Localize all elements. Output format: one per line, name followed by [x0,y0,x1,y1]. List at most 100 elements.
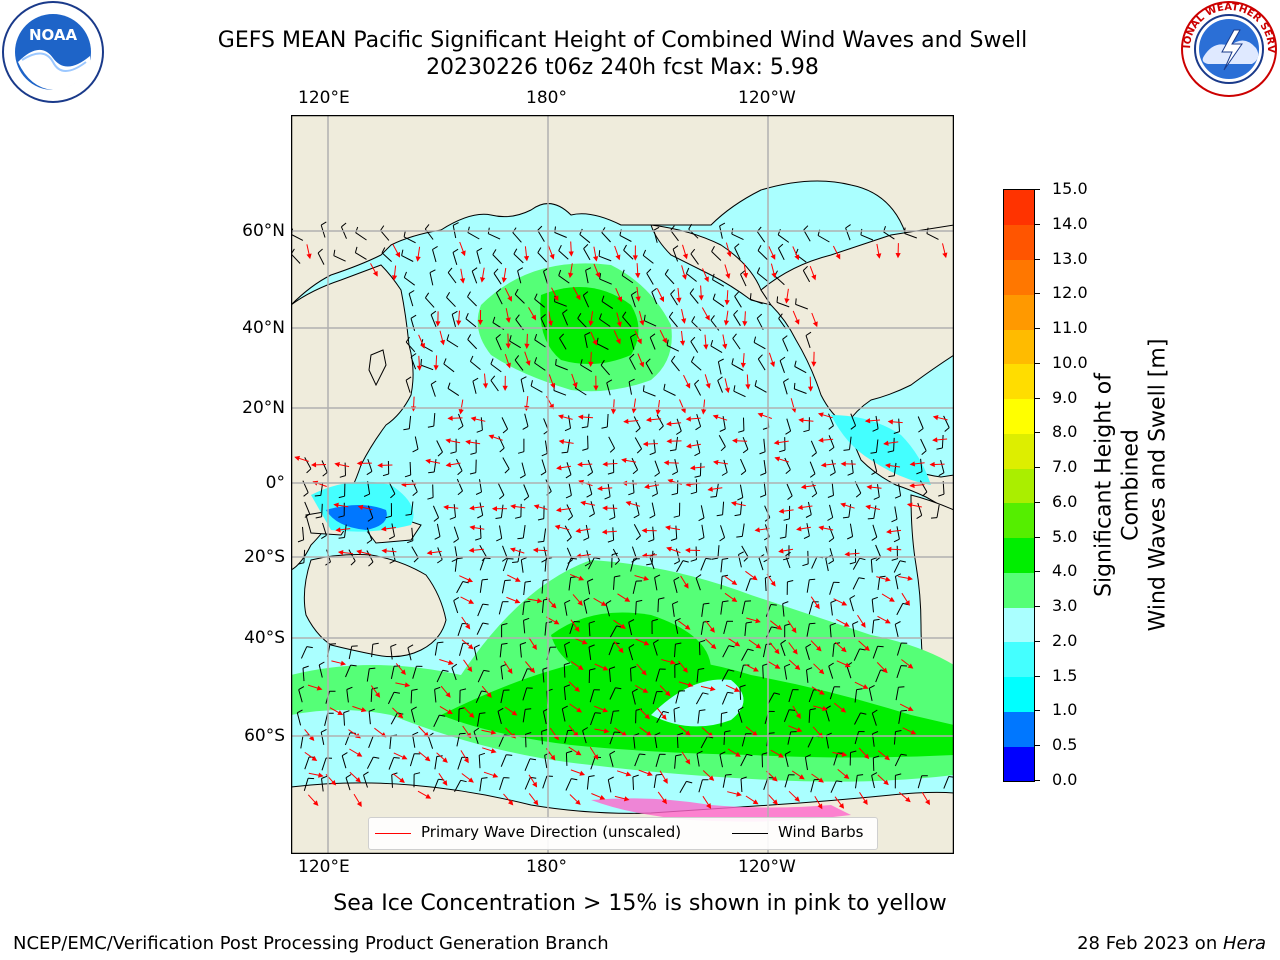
wave-direction-arrow [533,504,549,511]
wind-barb [793,382,807,394]
wave-direction-arrow [727,748,741,757]
wave-direction-arrow [570,619,580,633]
wind-barb [676,560,689,573]
wind-barb [479,777,488,792]
wind-barb [453,596,460,614]
wind-barb [675,690,685,704]
wave-direction-arrow [857,614,866,628]
wind-barb [495,504,504,519]
wind-barb [446,334,459,348]
wave-direction-arrow [575,528,591,534]
wind-barb [673,502,681,518]
wave-direction-arrow [681,308,687,324]
wind-barb [371,642,379,658]
wind-barb [674,754,682,769]
wind-barb [434,523,441,540]
wind-barb [304,457,312,474]
wave-direction-arrow [679,399,686,414]
wave-direction-arrow [329,707,344,716]
alaska-land [650,224,773,306]
east-pacific-1-5m [831,415,931,485]
wave-direction-arrow [391,265,398,281]
wind-barb [740,270,747,287]
wave-direction-arrow [745,795,759,805]
wind-barb [891,506,898,523]
lon-label-top-120e: 120°E [298,88,350,108]
wave-direction-arrow [601,529,617,535]
wave-direction-arrow [425,458,441,464]
wind-barb [917,775,928,789]
wind-barb [381,247,392,262]
wave-direction-arrow [304,729,315,742]
wind-barb [370,687,378,702]
wave-direction-arrow [392,244,400,258]
wave-direction-arrow [787,620,797,634]
wind-barb [430,310,437,327]
wind-barb [674,617,681,634]
wind-barb [520,376,527,393]
wind-barb [469,355,481,370]
colorbar-tick-label: 1.5 [1052,665,1078,685]
wind-barb [698,505,705,522]
wind-barb [830,780,843,793]
sea-ice-note-text: Sea Ice Concentration > 15% is shown in … [333,891,947,916]
wind-barb [651,287,658,305]
wave-direction-arrow [724,592,738,603]
wave-direction-arrow [703,334,709,350]
wind-barb [741,648,754,661]
wave-direction-arrow [460,596,475,604]
wind-barb [784,663,791,680]
wind-barb [694,440,701,457]
wind-barb [697,709,706,724]
wave-direction-arrow [810,640,822,652]
wind-barb [582,727,589,744]
wind-barb [827,504,834,521]
wind-barb [786,483,793,500]
wave-direction-arrow [745,726,758,737]
wave-direction-arrow [335,527,351,533]
wave-direction-arrow [932,415,948,421]
wind-barb [436,669,449,683]
wind-barb [720,600,729,615]
wind-barb [407,527,414,544]
wind-barb [601,413,609,429]
wave-direction-arrow [886,528,902,535]
wave-direction-arrow [556,465,572,471]
wind-barb [600,359,610,376]
wind-barb [712,273,725,287]
wind-barb [803,523,810,540]
wave-direction-arrow [577,414,594,420]
wind-barb [321,522,327,540]
wind-barb [920,438,927,455]
wave-direction-arrow [769,620,783,630]
wind-barb [739,684,746,700]
wind-barb [782,545,790,561]
wave-direction-arrow [724,264,731,279]
wind-barb [497,483,505,500]
wave-height-map [291,115,954,854]
wave-direction-arrow [685,416,701,422]
wave-direction-arrow [395,682,411,688]
wind-barb [519,642,527,658]
wave-direction-arrow [788,659,801,671]
wind-barb [742,437,749,454]
wind-barb [564,525,572,542]
wave-direction-arrow [602,505,618,511]
wind-barb [587,459,594,477]
wave-direction-arrow [730,501,746,507]
wave-direction-arrow [491,506,507,512]
wave-direction-arrow [859,792,868,806]
wind-barb [829,581,840,595]
wave-direction-arrow [807,376,814,392]
wave-direction-arrow [571,373,578,389]
colorbar-title: Significant Height of Combined Wind Wave… [1091,335,1172,635]
wind-barb [613,575,621,590]
wind-barb [720,557,729,573]
wind-barb [520,557,527,573]
wind-barb [690,356,702,371]
wave-direction-arrow [438,773,448,786]
wind-barb [651,618,658,635]
wave-direction-arrow [469,525,485,531]
wave-direction-arrow [858,747,870,760]
wind-barb [733,309,741,326]
